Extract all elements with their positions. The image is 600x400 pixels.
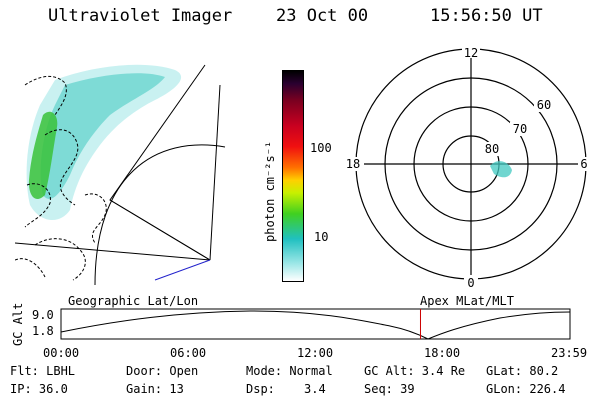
- status-seq: Seq: 39: [364, 382, 415, 396]
- mlt-label-6: 6: [580, 157, 587, 171]
- status-door: Door: Open: [126, 364, 199, 378]
- x-tick-0000: 00:00: [43, 346, 80, 360]
- polar-mlt-plot: 12 18 6 0 60 70 80: [342, 44, 592, 290]
- colorbar: [282, 70, 304, 282]
- svg-text:GC Alt: GC Alt: [11, 303, 25, 346]
- coastline-4: [34, 238, 86, 281]
- date-label: 23 Oct 00: [276, 6, 369, 26]
- meridian-line-3: [209, 84, 221, 261]
- y-tick-9: 9.0: [32, 308, 54, 322]
- mlt-label-0: 0: [467, 276, 474, 290]
- y-tick-1.8: 1.8: [32, 324, 54, 338]
- coastline-3: [24, 183, 51, 228]
- x-tick-1200: 12:00: [297, 346, 334, 360]
- status-dsp-value: 3.4: [304, 382, 326, 396]
- time-label: 15:56:50 UT: [430, 6, 543, 26]
- aurora-mid-region: [40, 73, 165, 199]
- status-gain: Gain: 13: [126, 382, 184, 396]
- colorbar-tick-100: 100: [310, 141, 332, 155]
- coastline-2: [44, 129, 79, 206]
- status-glat: GLat: 80.2: [486, 364, 559, 378]
- polar-aurora-spot: [490, 161, 512, 178]
- coastline-5: [84, 193, 107, 244]
- status-flt: Flt: LBHL: [10, 364, 76, 378]
- colorbar-tick-10: 10: [314, 230, 329, 244]
- mlt-label-18: 18: [346, 157, 360, 171]
- lat-label-70: 70: [513, 122, 527, 136]
- status-mode: Mode: Normal: [246, 364, 333, 378]
- altitude-curve: [60, 310, 571, 340]
- status-gc-alt: GC Alt: 3.4 Re: [364, 364, 466, 378]
- lat-label-80: 80: [485, 142, 499, 156]
- svg-text:photon cm⁻²s⁻¹: photon cm⁻²s⁻¹: [263, 141, 277, 242]
- status-dsp-label: Dsp:: [246, 382, 275, 396]
- geographic-image-panel: [15, 64, 226, 285]
- instrument-title: Ultraviolet Imager: [48, 6, 233, 26]
- altitude-timeline: [60, 308, 571, 340]
- timeline-frame: [60, 308, 571, 340]
- x-tick-1800: 18:00: [424, 346, 461, 360]
- sunward-line: [154, 259, 211, 281]
- x-tick-2359: 23:59: [551, 346, 588, 360]
- geographic-caption: Geographic Lat/Lon: [68, 294, 199, 308]
- lat-label-60: 60: [537, 98, 551, 112]
- status-glon: GLon: 226.4: [486, 382, 566, 396]
- status-ip: IP: 36.0: [10, 382, 68, 396]
- coastline-6: [15, 258, 46, 278]
- latitude-arc: [94, 144, 226, 285]
- timeline-y-axis-title: GC Alt: [11, 303, 25, 346]
- aurora-bright-edge: [28, 111, 58, 200]
- colorbar-unit-label: photon cm⁻²s⁻¹: [263, 141, 277, 242]
- apex-caption: Apex MLat/MLT: [420, 294, 514, 308]
- x-tick-0600: 06:00: [170, 346, 207, 360]
- mlt-label-12: 12: [464, 46, 478, 60]
